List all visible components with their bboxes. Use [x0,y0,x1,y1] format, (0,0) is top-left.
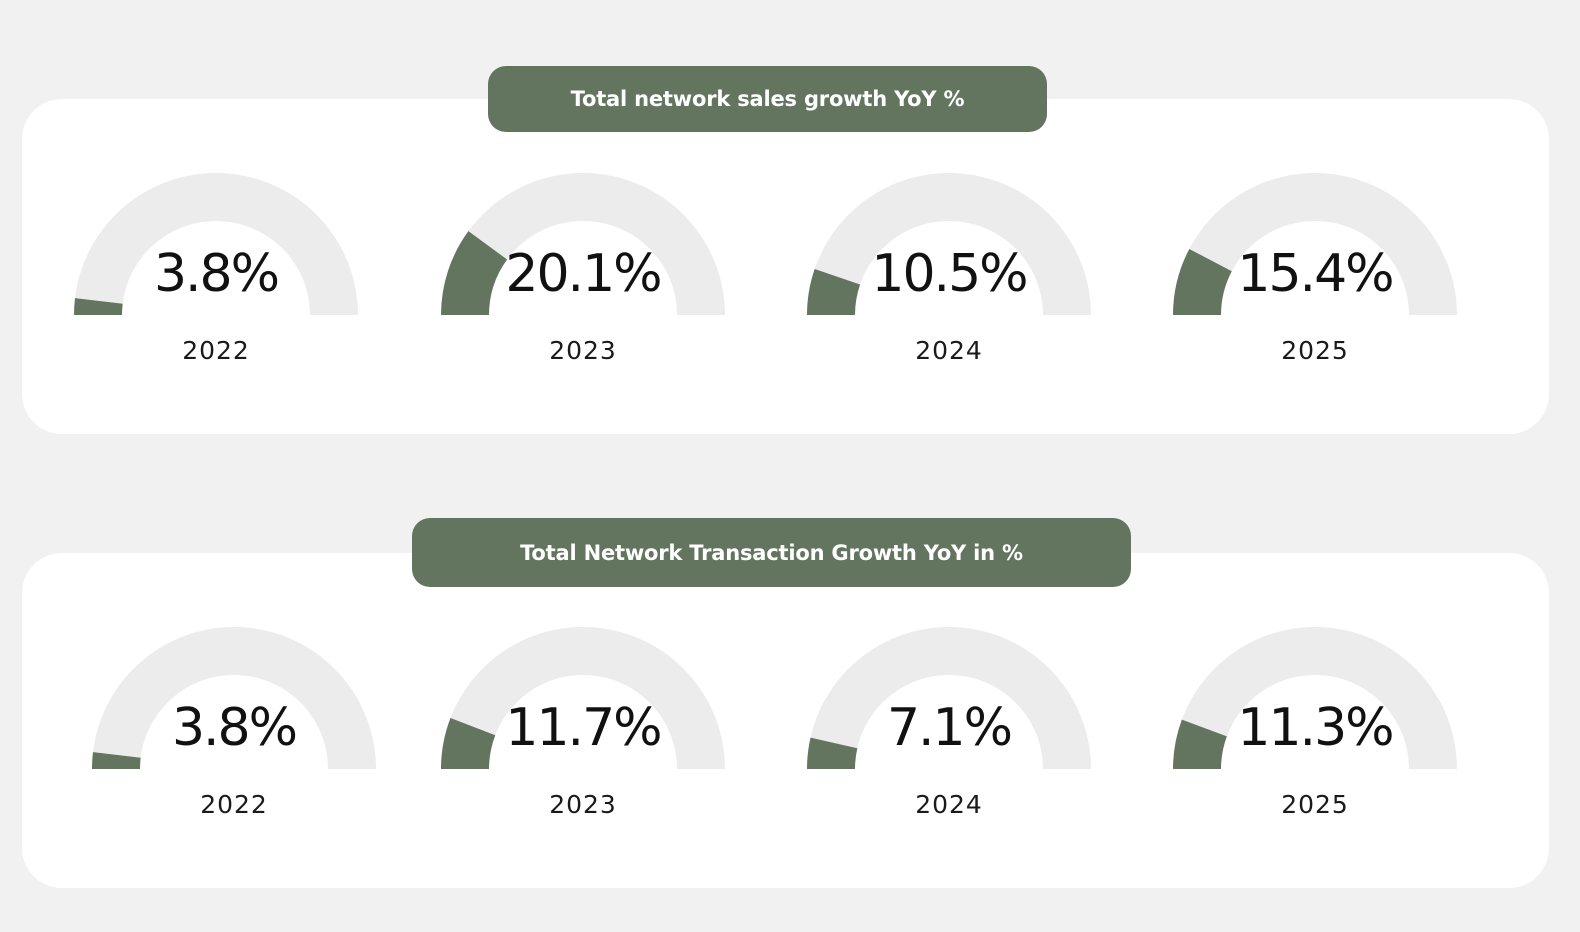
sales-gauge-2025: 15.4% 2025 [1170,168,1460,398]
gauge-value-label: 7.1% [886,698,1013,758]
gauge-value-arc [441,717,496,769]
gauge-year-label: 2023 [549,790,617,819]
gauge-value-label: 15.4% [1237,244,1394,304]
gauge-year-label: 2023 [549,336,617,365]
sales-gauge-2024: 10.5% 2024 [804,168,1094,398]
gauge-track [92,627,376,769]
gauge-value-arc [92,752,141,769]
gauge-graphic [807,627,1091,769]
gauge-track [441,627,725,769]
sales-growth-title: Total network sales growth YoY % [488,66,1047,132]
gauge-value-label: 3.8% [171,698,298,758]
sales-gauge-2023: 20.1% 2023 [438,168,728,398]
gauge-graphic [441,627,725,769]
transaction-gauge-2023: 11.7% 2023 [438,622,728,852]
gauge-value-arc [1173,719,1227,769]
gauge-graphic [807,173,1091,315]
gauge-year-label: 2022 [200,790,268,819]
gauge-year-label: 2022 [182,336,250,365]
transaction-gauge-2024: 7.1% 2024 [804,622,1094,852]
gauge-graphic [1173,173,1457,315]
gauge-graphic [1173,627,1457,769]
gauge-graphic [74,173,358,315]
gauge-graphic [92,627,376,769]
gauge-value-arc [441,231,508,315]
gauge-value-arc [1173,248,1232,315]
gauge-track [1173,627,1457,769]
gauge-graphic [441,173,725,315]
gauge-track [1173,173,1457,315]
gauge-value-label: 20.1% [505,244,662,304]
gauge-value-label: 10.5% [871,244,1028,304]
gauge-value-label: 11.3% [1237,698,1394,758]
gauge-value-arc [807,737,858,769]
transaction-growth-title: Total Network Transaction Growth YoY in … [412,518,1131,587]
gauge-value-label: 3.8% [153,244,280,304]
gauge-value-arc [807,269,861,315]
gauge-track [74,173,358,315]
gauge-track [807,173,1091,315]
transaction-gauge-2022: 3.8% 2022 [89,622,379,852]
gauge-year-label: 2024 [915,790,983,819]
gauge-value-arc [74,298,123,315]
transaction-gauge-2025: 11.3% 2025 [1170,622,1460,852]
gauge-year-label: 2024 [915,336,983,365]
gauge-track [441,173,725,315]
gauge-track [807,627,1091,769]
gauge-year-label: 2025 [1281,790,1349,819]
gauge-year-label: 2025 [1281,336,1349,365]
sales-growth-panel [22,99,1549,434]
transaction-growth-panel [22,553,1549,888]
sales-gauge-2022: 3.8% 2022 [71,168,361,398]
gauge-value-label: 11.7% [505,698,662,758]
